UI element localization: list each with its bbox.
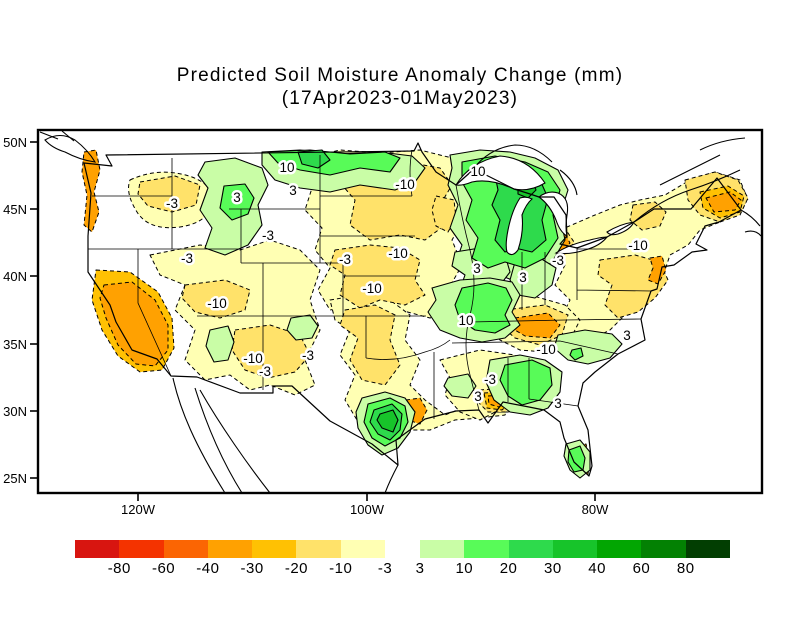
contour-value-label: -10 xyxy=(243,351,263,366)
colorbar-label: 60 xyxy=(632,560,651,577)
contour-value-label: 3 xyxy=(519,270,527,285)
state-borders xyxy=(88,149,652,419)
contour-value-label: -10 xyxy=(207,296,227,311)
contour-value-label: -3 xyxy=(302,348,314,363)
colorbar-segment xyxy=(552,540,598,558)
colorbar-label: -60 xyxy=(151,560,176,577)
contour-value-label: -3 xyxy=(552,253,564,268)
contour-value-label: -10 xyxy=(536,342,556,357)
colorbar-label: 40 xyxy=(588,560,606,577)
colorbar-label: -40 xyxy=(196,560,220,577)
colorbar-segment xyxy=(207,540,253,558)
lon-label: 100W xyxy=(350,502,385,517)
colorbar-label: 3 xyxy=(415,560,425,577)
title-line1: Predicted Soil Moisture Anomaly Change (… xyxy=(176,65,624,86)
contour-value-label: -10 xyxy=(628,238,648,253)
colorbar-segment xyxy=(119,540,164,558)
colorbar-label: 30 xyxy=(544,560,562,577)
lon-label: 120W xyxy=(121,502,156,517)
lat-label: 50N xyxy=(3,135,27,150)
colorbar-segment xyxy=(296,540,341,558)
positive-fill-regions xyxy=(197,149,623,479)
lon-label: 80W xyxy=(582,502,609,517)
lat-label: 45N xyxy=(3,202,27,217)
colorbar-label: -10 xyxy=(329,560,353,577)
negative-fill-regions xyxy=(81,149,749,475)
colorbar-negative xyxy=(75,540,385,558)
contour-value-label: 3 xyxy=(233,190,241,205)
colorbar-label: 20 xyxy=(499,560,518,577)
colorbar-label: 80 xyxy=(676,560,695,577)
contour-value-label: 3 xyxy=(554,396,562,411)
lat-label: 35N xyxy=(3,337,27,352)
colorbar-segment xyxy=(464,540,509,558)
colorbar-segment xyxy=(597,540,642,558)
contour-value-label: 3 xyxy=(473,261,481,276)
page-title: Predicted Soil Moisture Anomaly Change (… xyxy=(0,64,800,110)
title-line2: (17Apr2023-01May2023) xyxy=(281,88,519,109)
colorbar-segment xyxy=(75,540,120,558)
contour-value-label: 3 xyxy=(474,389,482,404)
contour-value-label: -3 xyxy=(166,196,178,211)
colorbar-label: -80 xyxy=(107,560,131,577)
contour-value-label: 3 xyxy=(289,183,297,198)
contour-value-label: 10 xyxy=(458,313,473,328)
colorbar-positive-labels: 3 10 20 30 40 60 80 xyxy=(416,560,730,577)
colorbar-segment xyxy=(340,540,385,558)
lat-label: 25N xyxy=(3,471,27,486)
colorbar-segment xyxy=(641,540,686,558)
colorbar-segment xyxy=(420,540,465,558)
contour-value-label: 10 xyxy=(279,160,294,175)
lat-label: 30N xyxy=(3,404,27,419)
contour-value-label: 10 xyxy=(470,164,485,179)
contour-value-label: -3 xyxy=(262,228,274,243)
colorbar-segment xyxy=(163,540,208,558)
colorbar-segment xyxy=(508,540,553,558)
colorbar-label: -30 xyxy=(240,560,264,577)
contour-value-label: -3 xyxy=(484,372,496,387)
map-frame xyxy=(30,128,764,501)
contour-value-label: -10 xyxy=(395,177,415,192)
colorbar-segment xyxy=(685,540,730,558)
colorbar-label: -20 xyxy=(284,560,309,577)
contour-value-label: 3 xyxy=(623,328,631,343)
contour-value-label: -10 xyxy=(388,246,408,261)
colorbar-positive xyxy=(420,540,730,558)
axis-labels: 50N 45N 40N 35N 30N 25N 120W 100W 80W xyxy=(3,135,609,517)
colorbar-label: 10 xyxy=(455,560,474,577)
contour-value-label: -3 xyxy=(339,252,351,267)
contour-value-label: -3 xyxy=(259,364,271,379)
lat-label: 40N xyxy=(3,269,27,284)
colorbar-negative-labels: -80 -60 -40 -30 -20 -10 -3 xyxy=(75,560,392,577)
colorbar-label: -3 xyxy=(377,560,393,577)
canada-mexico-coastlines xyxy=(39,130,762,494)
contour-value-label: -3 xyxy=(181,251,193,266)
colorbar-segment xyxy=(252,540,297,558)
contour-value-label: -10 xyxy=(362,281,382,296)
